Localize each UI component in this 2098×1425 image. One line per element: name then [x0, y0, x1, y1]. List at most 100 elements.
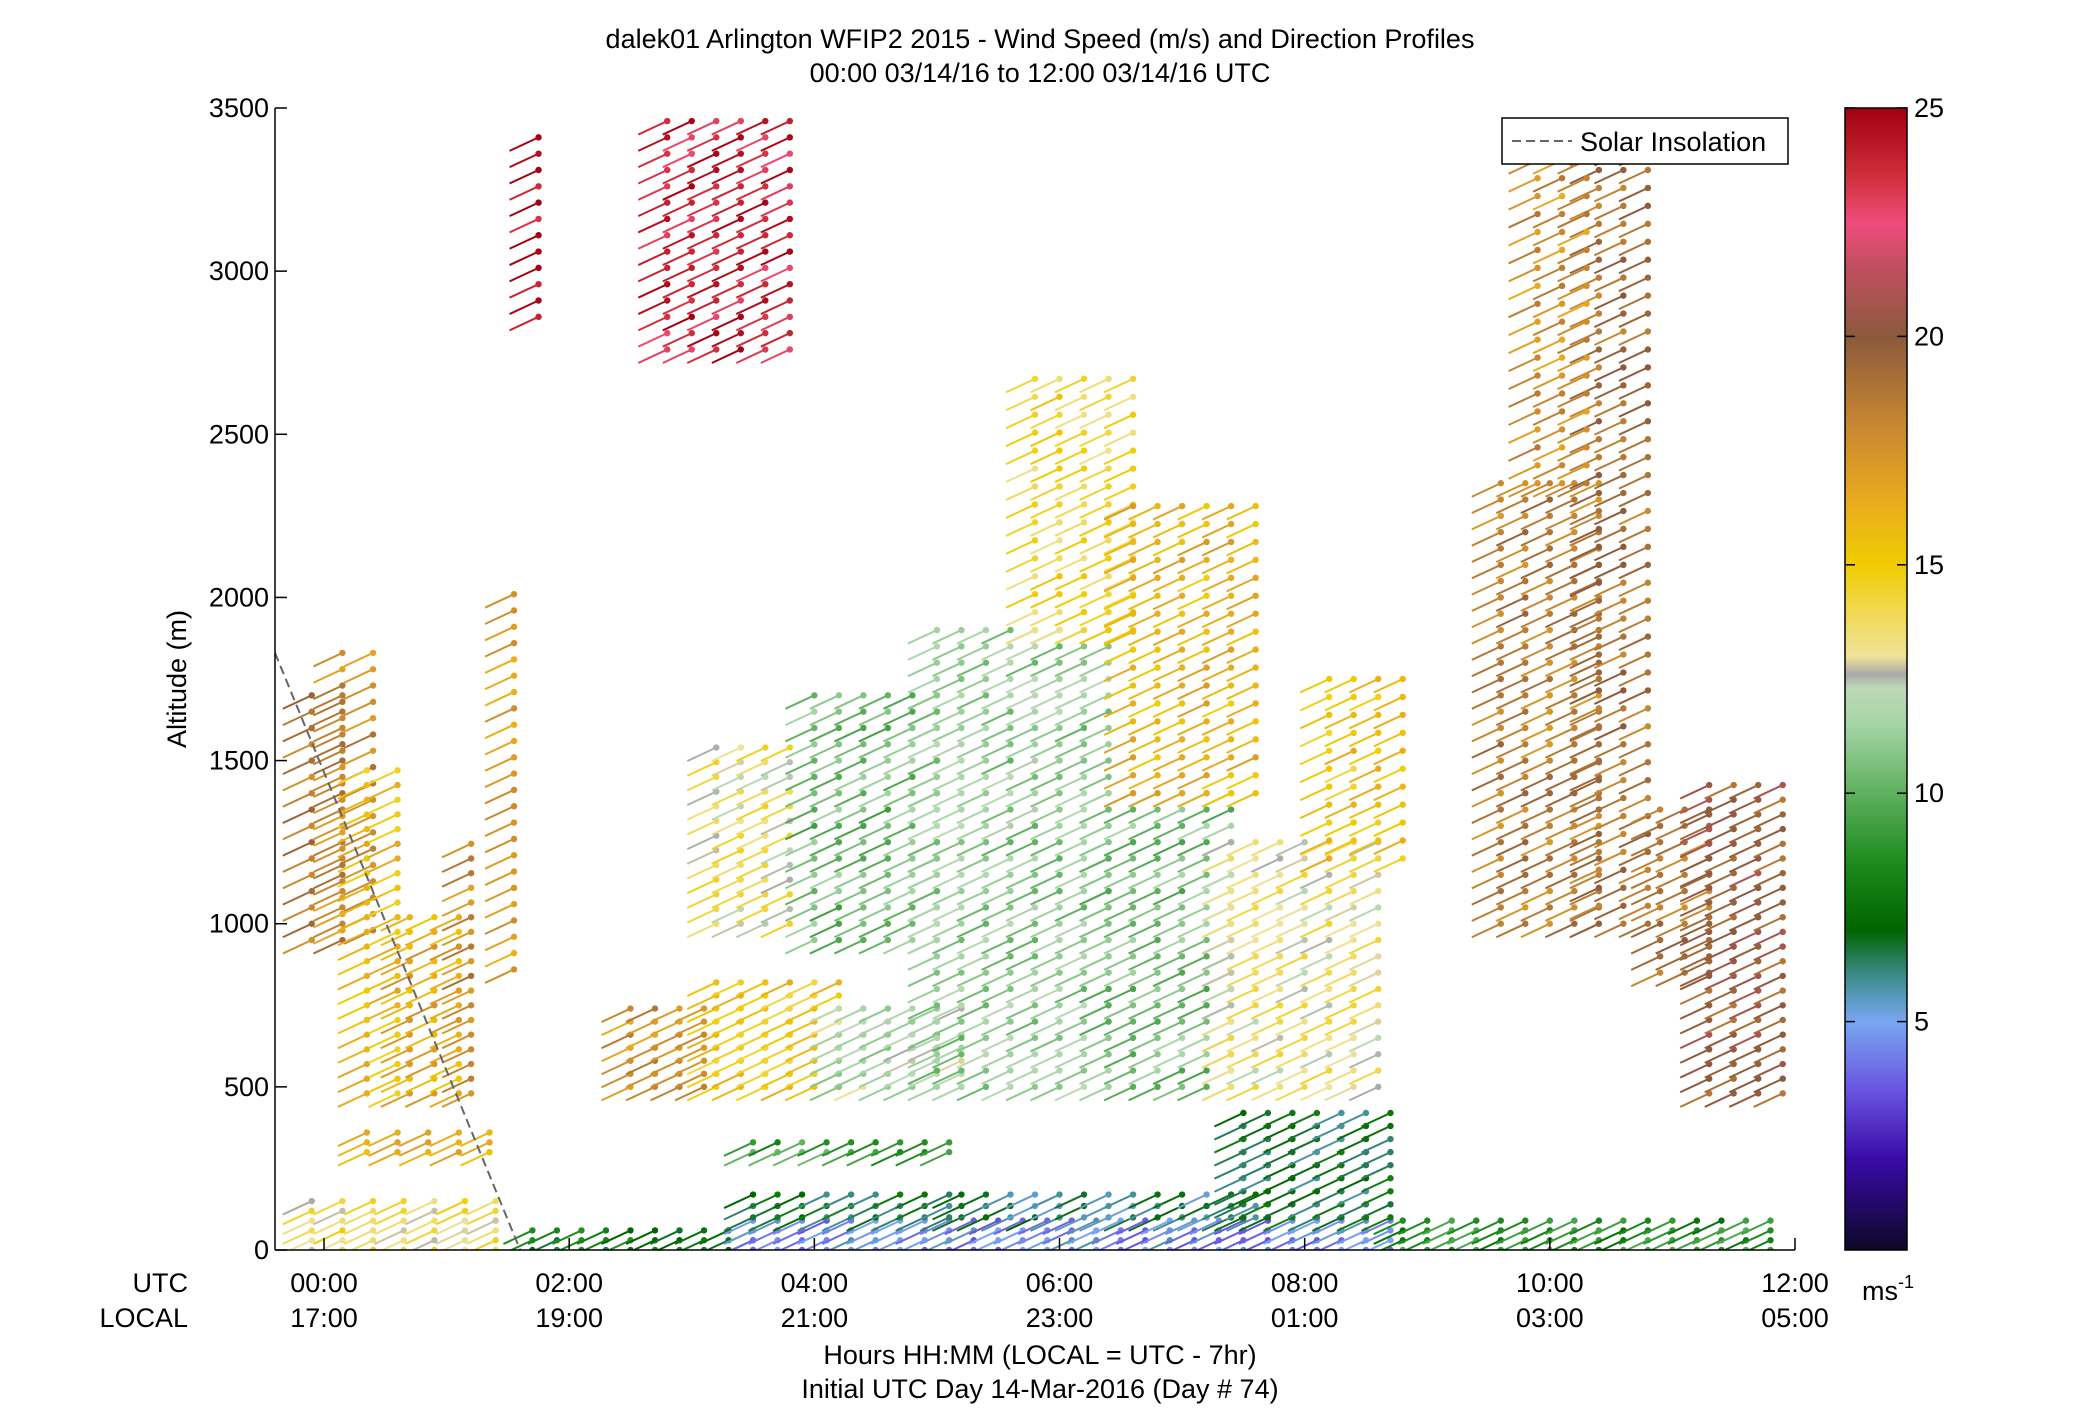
wind-barb-line	[981, 988, 1011, 1004]
wind-barb-point	[1080, 555, 1088, 562]
wind-barb-line	[1704, 975, 1735, 991]
wind-barb-point	[1080, 1083, 1088, 1091]
wind-barb-line	[1532, 410, 1563, 426]
wind-barb-line	[1645, 1249, 1648, 1250]
wind-barb-line	[1679, 922, 1710, 939]
wind-barb-point	[1571, 528, 1578, 536]
wind-barb-line	[858, 841, 889, 857]
wind-barb-point	[909, 855, 916, 862]
wind-barb-line	[1152, 756, 1183, 772]
wind-barb-point	[1129, 806, 1137, 813]
wind-barb-line	[1471, 759, 1502, 776]
wind-barb-line	[637, 234, 668, 250]
wind-barb-line	[625, 1059, 656, 1076]
wind-barb-point	[786, 134, 794, 141]
wind-barb-line	[1532, 446, 1563, 462]
wind-barb-line	[1753, 886, 1784, 903]
wind-barb-line	[809, 1085, 840, 1102]
wind-barb-point	[1252, 502, 1259, 510]
wind-barb-line	[882, 841, 913, 857]
wind-barb-line	[809, 775, 840, 792]
wind-barb-line	[1226, 1085, 1257, 1102]
wind-barb-line	[846, 1193, 877, 1209]
wind-barb-point	[700, 1031, 708, 1038]
wind-barb-point	[1644, 364, 1652, 371]
wind-barb-point	[664, 232, 671, 239]
wind-barb-point	[1350, 711, 1357, 719]
wind-barb-point	[1350, 1067, 1357, 1074]
wind-barb-point	[1105, 920, 1112, 927]
wind-barb-point	[1007, 871, 1014, 878]
wind-barb-line	[784, 792, 815, 808]
wind-barb-point	[1080, 953, 1088, 960]
wind-barb-line	[625, 1229, 656, 1245]
wind-barb-line	[1005, 857, 1036, 873]
wind-barb-point	[774, 1139, 781, 1146]
wind-barb-point	[369, 731, 377, 738]
wind-barb-point	[1534, 372, 1541, 379]
wind-barb-point	[1129, 871, 1137, 878]
wind-barb-point	[1497, 545, 1505, 552]
wind-barb-line	[1054, 413, 1085, 430]
wind-barb-point	[1178, 520, 1186, 528]
wind-barb-point	[1031, 465, 1039, 472]
wind-barb-line	[760, 1033, 791, 1050]
wind-barb-point	[958, 1057, 965, 1064]
wind-barb-point	[1105, 1051, 1112, 1058]
wind-barb-line	[784, 759, 815, 776]
wind-barb-point	[1031, 519, 1039, 526]
x-tick-label-utc: 10:00	[1516, 1268, 1584, 1298]
wind-barb-point	[1522, 822, 1529, 830]
wind-barb-point	[933, 724, 941, 732]
wind-barb-point	[1031, 920, 1039, 927]
wind-barb-point	[1007, 1034, 1014, 1042]
wind-barb-point	[933, 643, 941, 650]
wind-barb-line	[1741, 1219, 1771, 1236]
wind-barb-line	[956, 857, 987, 873]
wind-barb-point	[1583, 264, 1590, 272]
wind-barb-point	[1571, 577, 1578, 585]
wind-barb-line	[1618, 617, 1649, 634]
wind-barb-line	[1152, 523, 1183, 539]
wind-barb-point	[1620, 310, 1627, 317]
wind-barb-point	[664, 117, 671, 125]
wind-barb-line	[1226, 505, 1257, 521]
wind-barb-point	[700, 1018, 708, 1025]
wind-barb-point	[1522, 773, 1529, 781]
wind-barb-point	[762, 979, 769, 986]
wind-barb-line	[410, 1239, 435, 1250]
wind-barb-point	[1742, 1217, 1750, 1224]
wind-barb-line	[1630, 922, 1661, 939]
wind-barb-point	[1178, 790, 1186, 797]
wind-barb-point	[1583, 282, 1590, 290]
wind-barb-line	[932, 857, 962, 873]
wind-barb-point	[1387, 1148, 1394, 1156]
wind-barb-line	[711, 834, 742, 851]
wind-barb-line	[833, 824, 864, 841]
wind-barb-line	[1152, 1216, 1183, 1232]
wind-barb-point	[860, 920, 867, 927]
wind-barb-line	[1679, 873, 1710, 890]
wind-barb-line	[1704, 798, 1735, 815]
wind-barb-line	[1238, 1112, 1269, 1128]
wind-barb-line	[1201, 702, 1232, 718]
wind-barb-point	[1031, 675, 1039, 683]
wind-barb-point	[933, 806, 941, 813]
wind-barb-line	[1030, 824, 1060, 841]
wind-barb-line	[282, 873, 313, 890]
wind-barb-point	[1595, 166, 1603, 174]
wind-barb-line	[1655, 971, 1686, 988]
wind-barb-line	[981, 1053, 1011, 1069]
wind-barb-point	[1595, 489, 1603, 497]
wind-barb-line	[1348, 971, 1379, 988]
wind-barb-line	[1226, 939, 1257, 955]
wind-barb-point	[1546, 496, 1554, 503]
wind-barb-point	[1571, 1246, 1578, 1250]
wind-barb-line	[956, 906, 987, 922]
wind-barb-point	[1779, 1090, 1786, 1097]
wind-barb-point	[1595, 364, 1603, 371]
chart-title: dalek01 Arlington WFIP2 2015 - Wind Spee…	[606, 24, 1475, 54]
wind-barb-line	[1226, 1053, 1257, 1069]
wind-barb-line	[1336, 1177, 1367, 1193]
wind-barb-point	[467, 840, 475, 847]
